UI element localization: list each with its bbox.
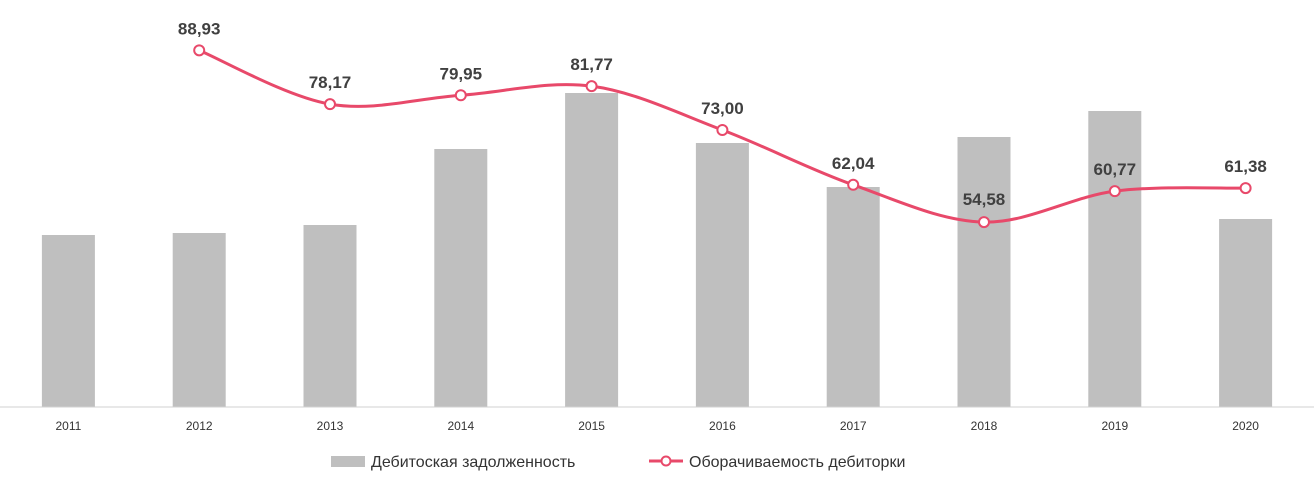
bar-2015 (565, 93, 619, 407)
line-series (193, 44, 1252, 229)
x-tick-label: 2015 (578, 419, 605, 433)
line-point-2014 (454, 89, 467, 102)
line-point-2020 (1239, 182, 1252, 195)
legend-line-label: Оборачиваемость дебиторки (689, 454, 905, 471)
legend-bar-label: Дебитоская задолженность (371, 454, 575, 471)
data-label-2019: 60,77 (1094, 160, 1137, 179)
data-labels: 88,93 78,17 79,95 81,77 73,00 62,04 54,58 60,77… (178, 19, 1267, 209)
x-tick-labels: 2011 2012 2013 2014 2015 2016 2017 2018 2019 2020 (55, 419, 1259, 433)
x-tick-label: 2014 (447, 419, 474, 433)
x-tick-label: 2019 (1101, 419, 1128, 433)
x-tick-label: 2017 (840, 419, 867, 433)
data-label-2016: 73,00 (701, 99, 744, 118)
x-tick-label: 2013 (317, 419, 344, 433)
bar-2017 (826, 187, 880, 407)
data-label-2013: 78,17 (309, 73, 352, 92)
data-label-2017: 62,04 (832, 154, 875, 173)
x-tick-label: 2018 (971, 419, 998, 433)
x-tick-label: 2020 (1232, 419, 1259, 433)
legend-line-marker (660, 455, 672, 467)
bar-2019 (1088, 111, 1142, 407)
data-label-2015: 81,77 (570, 55, 613, 74)
line-point-2015 (585, 80, 598, 93)
data-label-2014: 79,95 (440, 64, 483, 83)
data-label-2012: 88,93 (178, 19, 221, 38)
bar-2020 (1219, 219, 1273, 407)
bar-2016 (695, 143, 749, 407)
bar-2012 (172, 233, 226, 407)
bar-2011 (41, 235, 95, 407)
x-tick-label: 2016 (709, 419, 736, 433)
bar-2013 (303, 225, 357, 407)
x-tick-label: 2011 (55, 419, 81, 433)
bar-2018 (957, 137, 1011, 407)
legend: Дебитоская задолженность Оборачиваемость… (331, 454, 905, 471)
line-point-2019 (1108, 185, 1121, 198)
x-tick-label: 2012 (186, 419, 213, 433)
line-point-2012 (193, 44, 206, 57)
line-point-2016 (716, 124, 729, 136)
data-label-2020: 61,38 (1224, 157, 1267, 176)
line-point-2018 (978, 216, 990, 229)
legend-bar-swatch (331, 456, 365, 467)
bar-2014 (434, 149, 488, 407)
line-point-2017 (847, 178, 860, 191)
data-label-2018: 54,58 (963, 190, 1006, 209)
bar-series (41, 93, 1273, 407)
line-point-2013 (324, 98, 336, 111)
